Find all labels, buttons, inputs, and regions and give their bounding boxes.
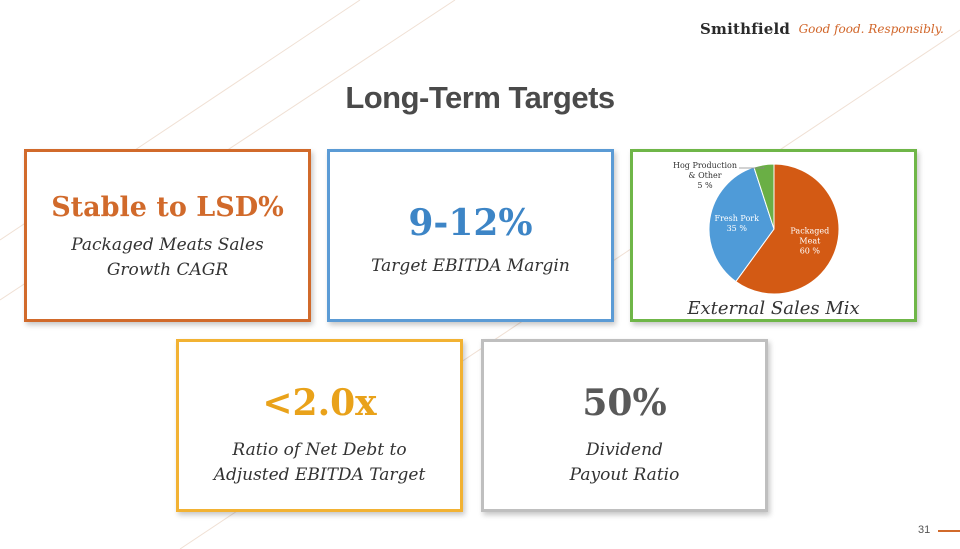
target-card-sales-growth: Stable to LSD% Packaged Meats Sales Grow…	[24, 149, 311, 322]
card-line: Target EBITDA Margin	[371, 256, 570, 276]
card-headline: 50%	[582, 382, 667, 424]
card-line: Ratio of Net Debt to	[232, 440, 407, 460]
pie-caption: External Sales Mix	[687, 298, 860, 319]
pie-slice	[753, 163, 775, 230]
target-card-ebitda-margin: 9-12% Target EBITDA Margin	[327, 149, 614, 322]
page-number: 31	[918, 524, 931, 536]
card-headline: Stable to LSD%	[51, 192, 284, 223]
card-line: Payout Ratio	[569, 465, 680, 485]
card-line: Adjusted EBITDA Target	[213, 465, 426, 485]
pie-slice-label: Packaged Meat 60 %	[790, 227, 829, 256]
sales-mix-pie-chart: Packaged Meat 60 % Fresh Pork 35 % Hog Produc…	[673, 161, 840, 295]
pie-slice-label: Fresh Pork 35 %	[715, 214, 760, 233]
logo-brand: Smithfield	[700, 20, 791, 38]
target-card-dividend-payout: 50% Dividend Payout Ratio	[481, 339, 768, 512]
smithfield-logo: Smithfield Good food. Responsibly.	[700, 20, 950, 48]
card-headline: <2.0x	[262, 382, 377, 424]
card-line: Packaged Meats Sales	[71, 235, 264, 255]
card-headline: 9-12%	[408, 202, 533, 244]
target-card-net-debt-ratio: <2.0x Ratio of Net Debt to Adjusted EBIT…	[176, 339, 463, 512]
pie-slice-label: Hog Production & Other 5 %	[673, 161, 737, 190]
card-line: Growth CAGR	[106, 260, 229, 280]
pie-slice	[708, 166, 775, 283]
logo-tagline: Good food. Responsibly.	[798, 22, 944, 36]
pie-leader-line	[739, 166, 765, 169]
card-line: Dividend	[586, 440, 663, 460]
sales-mix-card: Packaged Meat 60 % Fresh Pork 35 % Hog Produc…	[630, 149, 917, 322]
page-title: Long-Term Targets	[345, 80, 615, 115]
pie-slice	[735, 163, 840, 295]
page-accent-bar	[938, 530, 960, 532]
